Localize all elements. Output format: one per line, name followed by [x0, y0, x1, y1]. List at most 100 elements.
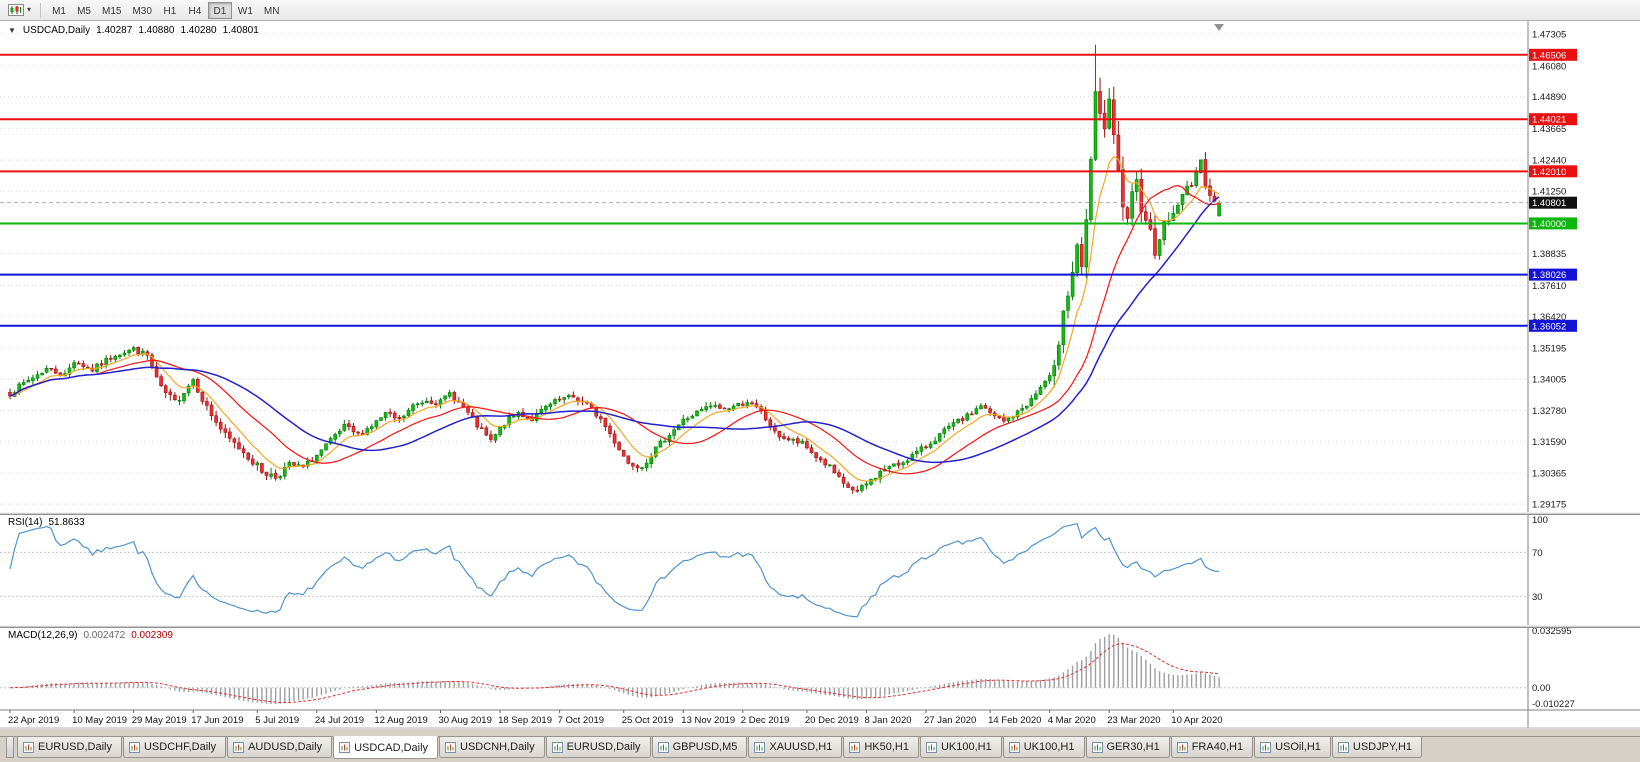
chart-tab-label: UK100,H1	[940, 741, 992, 753]
chart-tab-uk100-h1[interactable]: UK100,H1	[919, 737, 1002, 758]
chart-tab-uk100-h1[interactable]: UK100,H1	[1002, 737, 1085, 758]
timeframe-button-m1[interactable]: M1	[52, 5, 66, 17]
chart-tab-label: USDCNH,Daily	[460, 741, 535, 753]
macd-axis-label: -0.010227	[1532, 699, 1575, 710]
price-axis[interactable]: 1.47305 1.46080 1.44890 1.43665 1.42440 1.412…	[1527, 21, 1640, 728]
macd-main-value: 0.002472	[83, 630, 126, 641]
price-axis-label: 1.34005	[1532, 374, 1566, 385]
chart-tab-label: USDJPY,H1	[1352, 741, 1413, 753]
pane-separator-macd[interactable]	[0, 625, 1640, 628]
rsi-name: RSI(14)	[8, 517, 43, 528]
chart-tab-label: GER30,H1	[1106, 741, 1160, 753]
chart-tab-usdcnh-daily[interactable]: USDCNH,Daily	[439, 737, 545, 758]
price-tag-1.38026: 1.38026	[1529, 268, 1577, 281]
moving-average-8	[9, 155, 1220, 482]
chart-tab-eurusd-daily[interactable]: EURUSD,Daily	[17, 737, 122, 758]
time-axis-label: 5 Jul 2019	[255, 715, 299, 726]
price-axis-label: 1.35195	[1532, 344, 1566, 355]
price-axis-label: 1.36420	[1532, 312, 1566, 323]
price-axis-label: 1.47305	[1532, 30, 1566, 41]
chart-tab-ger30-h1[interactable]: GER30,H1	[1085, 737, 1170, 758]
time-axis-label: 29 May 2019	[132, 715, 187, 726]
chart-tab-icon	[1176, 741, 1188, 753]
chart-tab-icon	[445, 741, 457, 753]
chart-plot-area[interactable]	[0, 21, 1640, 728]
ohlc-high: 1.40880	[138, 25, 175, 36]
chart-shift-marker[interactable]	[1214, 24, 1224, 31]
chart-tab-label: USDCHF,Daily	[143, 741, 217, 753]
chart-tab-label: USOil,H1	[1275, 741, 1321, 753]
time-axis-label: 4 Mar 2020	[1048, 715, 1096, 726]
svg-text:1.38026: 1.38026	[1532, 270, 1566, 281]
pane-separator-rsi[interactable]	[0, 512, 1640, 515]
chart-tab-audusd-daily[interactable]: AUDUSD,Daily	[227, 737, 333, 758]
rsi-value: 51.8633	[48, 517, 85, 528]
candlestick-series	[8, 44, 1221, 494]
chart-tab-eurusd-daily[interactable]: EURUSD,Daily	[545, 737, 651, 758]
chart-tab-label: XAUUSD,H1	[769, 741, 833, 753]
time-axis-label: 12 Aug 2019	[374, 715, 427, 726]
timeframe-button-m5[interactable]: M5	[77, 5, 91, 17]
chart-tab-label: EURUSD,Daily	[38, 741, 112, 753]
timeframe-button-mn[interactable]: MN	[263, 5, 280, 17]
svg-text:1.46506: 1.46506	[1532, 50, 1566, 61]
chart-tab-usdcad-daily[interactable]: USDCAD,Daily	[333, 736, 439, 759]
timeframe-button-m30[interactable]: M30	[132, 5, 152, 17]
candlestick-chart-icon	[8, 4, 24, 16]
price-axis-label: 1.42440	[1532, 156, 1566, 167]
macd-axis-label: 0.00	[1532, 683, 1551, 694]
timeframe-button-m15[interactable]: M15	[102, 5, 122, 17]
ohlc-low: 1.40280	[180, 25, 217, 36]
macd-signal-value: 0.002309	[131, 630, 173, 641]
chart-tab-usdchf-daily[interactable]: USDCHF,Daily	[122, 737, 227, 758]
chart-tab-icon	[23, 741, 34, 753]
chart-tab-usdjpy-h1[interactable]: USDJPY,H1	[1331, 737, 1423, 758]
price-axis-label: 1.38835	[1532, 249, 1566, 260]
chart-tab-fra40-h1[interactable]: FRA40,H1	[1170, 737, 1254, 758]
price-tag-1.42010: 1.42010	[1529, 165, 1577, 178]
time-axis-label: 10 Apr 2020	[1171, 715, 1222, 726]
chart-tab-label: EURUSD,Daily	[566, 741, 641, 753]
one-click-trading-toggle[interactable]: ▼	[8, 25, 16, 35]
time-axis-label: 8 Jan 2020	[865, 715, 912, 726]
price-axis-label: 1.37610	[1532, 281, 1566, 292]
chart-tab-icon	[128, 741, 140, 753]
chart-tab-icon	[1091, 741, 1103, 753]
svg-text:1.44021: 1.44021	[1532, 115, 1566, 126]
rsi-axis-label: 70	[1532, 548, 1543, 559]
macd-indicator-label: MACD(12,26,9) 0.002472 0.002309	[8, 630, 173, 641]
chart-tab-label: AUDUSD,Daily	[248, 741, 323, 753]
chart-tab-xauusd-h1[interactable]: XAUUSD,H1	[748, 737, 843, 758]
time-axis[interactable]: 22 Apr 2019 10 May 2019 29 May 2019 17 Jun …	[0, 709, 1640, 729]
chart-symbol-period: USDCAD,Daily	[22, 25, 91, 36]
timeframe-button-h1[interactable]: H1	[163, 5, 177, 17]
price-axis-label: 1.30365	[1532, 469, 1566, 480]
timeframe-button-h4[interactable]: H4	[188, 5, 202, 17]
time-axis-label: 20 Dec 2019	[805, 715, 859, 726]
time-axis-label: 30 Aug 2019	[439, 715, 492, 726]
rsi-axis-label: 30	[1532, 592, 1543, 603]
chart-tab-gbpusd-m5[interactable]: GBPUSD,M5	[651, 737, 748, 758]
chart-tab-hk50-h1[interactable]: HK50,H1	[843, 737, 919, 758]
price-axis-label: 1.31590	[1532, 437, 1566, 448]
new-chart-button[interactable]: ▾	[4, 2, 34, 18]
chart-tab-usoil-h1[interactable]: USOil,H1	[1254, 737, 1331, 758]
price-axis-label: 1.32780	[1532, 406, 1566, 417]
time-axis-label: 13 Nov 2019	[681, 715, 735, 726]
timeframe-button-w1[interactable]: W1	[237, 5, 253, 17]
timeframe-button-d1[interactable]: D1	[207, 1, 232, 19]
dropdown-caret-icon: ▾	[27, 5, 32, 14]
macd-signal-line	[10, 643, 1220, 704]
price-axis-label: 1.29175	[1532, 500, 1566, 511]
time-axis-label: 7 Oct 2019	[558, 715, 604, 726]
chart-tab-icon	[1337, 741, 1349, 753]
price-tag-1.44021: 1.44021	[1529, 113, 1577, 126]
time-axis-label: 27 Jan 2020	[924, 715, 976, 726]
time-axis-label: 22 Apr 2019	[8, 715, 59, 726]
time-axis-label: 24 Jul 2019	[315, 715, 364, 726]
chart-tab-icon	[754, 741, 766, 753]
svg-text:1.40000: 1.40000	[1532, 219, 1566, 230]
price-axis-label: 1.41250	[1532, 187, 1566, 198]
price-tag-1.36052: 1.36052	[1529, 319, 1577, 332]
